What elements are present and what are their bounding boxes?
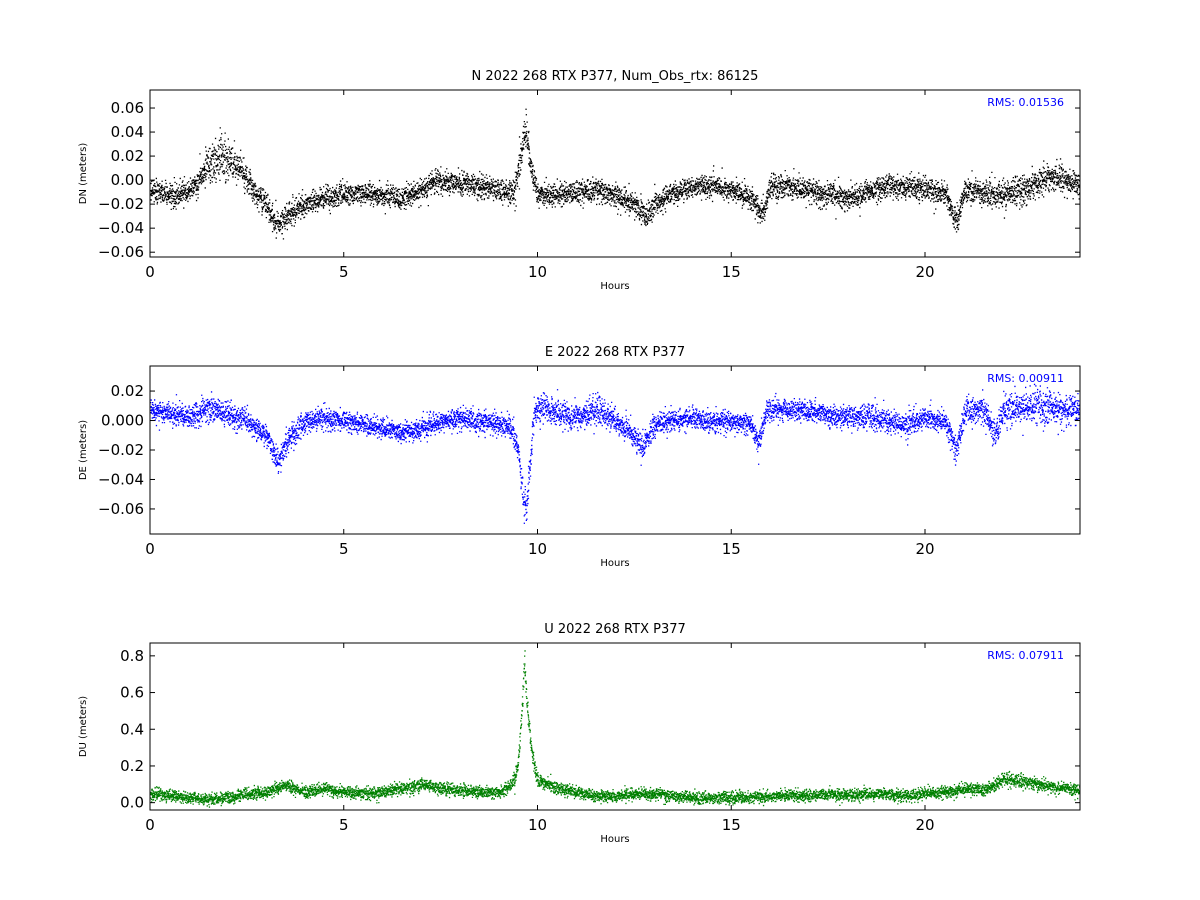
x-tick-label: 15 [722, 263, 741, 281]
data-points-n [150, 108, 1080, 240]
x-tick-label: 0 [145, 263, 155, 281]
x-axis-label: Hours [600, 834, 629, 845]
rms-annotation: RMS: 0.00911 [987, 372, 1064, 385]
y-tick-label: −0.02 [98, 195, 144, 213]
y-tick-label: −0.04 [98, 470, 144, 488]
y-tick-label: −0.06 [98, 500, 144, 518]
y-tick-label: 0.02 [111, 147, 144, 165]
y-tick-label: −0.04 [98, 219, 144, 237]
chart-title-u: U 2022 268 RTX P377 [544, 622, 686, 637]
y-axis-label: DN (meters) [78, 143, 89, 205]
x-tick-label: 0 [145, 540, 155, 558]
y-tick-label: 0.06 [111, 99, 144, 117]
x-axis-label: Hours [600, 281, 629, 292]
y-tick-label: 0.6 [120, 684, 144, 702]
y-tick-label: 0.00 [111, 171, 144, 189]
x-tick-label: 0 [145, 816, 155, 834]
x-tick-label: 15 [722, 540, 741, 558]
y-tick-label: 0.000 [101, 412, 144, 430]
x-tick-label: 15 [722, 816, 741, 834]
chart-title-e: E 2022 268 RTX P377 [545, 345, 685, 360]
x-tick-label: 10 [528, 263, 547, 281]
data-points-u [150, 650, 1080, 808]
y-tick-label: 0.2 [120, 757, 144, 775]
y-tick-label: 0.02 [111, 382, 144, 400]
x-tick-label: 20 [915, 263, 934, 281]
y-tick-label: 0.4 [120, 720, 144, 738]
data-points-e [150, 383, 1080, 524]
x-tick-label: 5 [339, 540, 349, 558]
y-tick-label: −0.02 [98, 441, 144, 459]
y-tick-label: 0.8 [120, 647, 144, 665]
plot-frame-u [149, 642, 1081, 811]
x-tick-label: 20 [915, 816, 934, 834]
y-tick-label: −0.06 [98, 243, 144, 261]
x-tick-label: 5 [339, 263, 349, 281]
rms-annotation: RMS: 0.07911 [987, 649, 1064, 662]
y-axis-label: DU (meters) [78, 696, 89, 757]
rms-annotation: RMS: 0.01536 [987, 96, 1064, 109]
y-axis-label: DE (meters) [78, 420, 89, 480]
chart-title-n: N 2022 268 RTX P377, Num_Obs_rtx: 86125 [472, 69, 759, 84]
panel-u: 0 5 10 15 20 0.0 0.2 0.4 0.6 0.8 U 2022 268 RTX P3… [78, 622, 1081, 845]
x-tick-label: 20 [915, 540, 934, 558]
data-series-n [150, 108, 1080, 240]
x-tick-label: 10 [528, 540, 547, 558]
x-axis-label: Hours [600, 558, 629, 569]
x-tick-label: 5 [339, 816, 349, 834]
x-tick-label: 10 [528, 816, 547, 834]
data-series-u [150, 650, 1080, 808]
panel-n: 0 5 10 15 20 −0.06 −0.04 −0.02 0.00 0.02 0.04 0.06 N… [78, 69, 1081, 292]
y-tick-label: 0.0 [120, 794, 144, 812]
data-series-e [150, 383, 1080, 524]
y-tick-label: 0.04 [111, 123, 144, 141]
panel-e: 0 5 10 15 20 −0.06 −0.04 −0.02 0.000 0.02 E 2022 2… [78, 345, 1081, 569]
plot-frame-n [149, 89, 1081, 258]
